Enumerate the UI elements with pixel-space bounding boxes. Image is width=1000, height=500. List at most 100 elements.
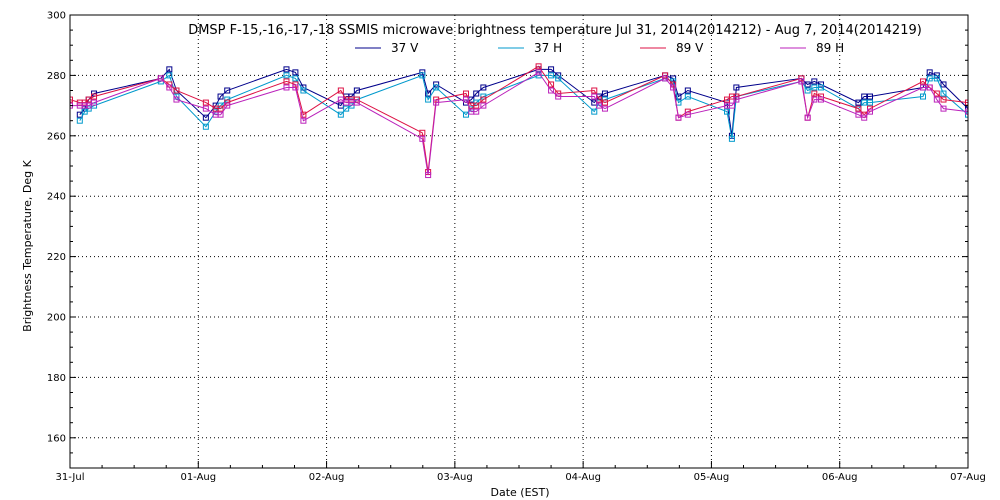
data-point	[920, 93, 927, 100]
data-point	[91, 99, 98, 106]
data-point	[283, 72, 290, 79]
data-point	[965, 105, 968, 112]
data-point	[473, 108, 480, 115]
y-tick-label: 240	[47, 192, 66, 203]
data-point	[292, 84, 299, 91]
data-point	[473, 90, 480, 97]
data-point	[548, 72, 555, 79]
series-37-v	[76, 66, 968, 139]
data-point	[728, 93, 735, 100]
data-point	[804, 87, 811, 94]
data-point	[596, 102, 603, 109]
data-point	[933, 90, 940, 97]
data-point	[548, 66, 555, 73]
data-point	[425, 96, 432, 103]
data-point	[861, 93, 868, 100]
data-point	[300, 111, 307, 118]
data-point	[337, 96, 344, 103]
data-point	[728, 102, 735, 109]
data-point	[926, 75, 933, 82]
data-point	[818, 96, 825, 103]
data-point	[337, 87, 344, 94]
legend-entry: 37 H	[534, 41, 562, 55]
x-tick-label: 06-Aug	[822, 472, 858, 483]
series-89-h	[70, 69, 968, 179]
chart-title: DMSP F-15,-16,-17,-18 SSMIS microwave br…	[188, 23, 922, 38]
data-point	[818, 84, 825, 91]
data-point	[555, 93, 562, 100]
data-point	[811, 84, 818, 91]
data-point	[419, 135, 426, 142]
data-point	[933, 96, 940, 103]
data-point	[818, 93, 825, 100]
series-37-h	[76, 72, 968, 142]
x-tick-label: 05-Aug	[694, 472, 730, 483]
data-point	[662, 75, 669, 82]
data-point	[433, 96, 440, 103]
legend: 37 V 37 H 89 V 89 H	[355, 41, 844, 55]
data-point	[292, 81, 299, 88]
data-point	[535, 63, 542, 70]
data-point	[855, 111, 862, 118]
data-point	[480, 96, 487, 103]
data-point	[353, 99, 360, 106]
data-point	[940, 96, 947, 103]
legend-entry: 89 V	[676, 41, 704, 55]
data-point	[217, 111, 224, 118]
data-point	[433, 84, 440, 91]
data-point	[217, 93, 224, 100]
data-point	[76, 111, 83, 118]
y-tick-label: 200	[47, 313, 66, 324]
y-tick-label: 160	[47, 433, 66, 444]
data-point	[811, 90, 818, 97]
data-point	[675, 93, 682, 100]
data-point	[940, 105, 947, 112]
data-point	[337, 111, 344, 118]
data-point	[300, 117, 307, 124]
data-point	[337, 102, 344, 109]
data-point	[217, 105, 224, 112]
data-point	[548, 81, 555, 88]
data-point	[433, 99, 440, 106]
data-point	[811, 78, 818, 85]
data-point	[85, 102, 92, 109]
data-point	[157, 75, 164, 82]
data-point	[867, 99, 874, 106]
data-point	[353, 96, 360, 103]
data-point	[670, 84, 677, 91]
y-tick-label: 280	[47, 71, 66, 82]
data-point	[462, 111, 469, 118]
data-point	[601, 90, 608, 97]
x-tick-label: 31-Jul	[56, 472, 85, 483]
data-point	[684, 93, 691, 100]
data-point	[798, 78, 805, 85]
data-point	[548, 87, 555, 94]
data-point	[166, 84, 173, 91]
data-point	[81, 99, 88, 106]
data-point	[965, 99, 968, 106]
y-tick-label: 180	[47, 373, 66, 384]
data-point	[940, 90, 947, 97]
data-point	[933, 75, 940, 82]
data-point	[292, 75, 299, 82]
data-point	[419, 72, 426, 79]
data-point	[462, 96, 469, 103]
data-point	[601, 105, 608, 112]
data-point	[818, 81, 825, 88]
data-point	[733, 84, 740, 91]
data-point	[300, 87, 307, 94]
data-point	[81, 108, 88, 115]
data-point	[535, 69, 542, 76]
data-point	[733, 93, 740, 100]
data-point	[804, 114, 811, 121]
data-point	[85, 96, 92, 103]
x-axis-label: Date (EST)	[490, 486, 549, 499]
data-point	[224, 102, 231, 109]
legend-entry: 37 V	[391, 41, 419, 55]
data-point	[202, 99, 209, 106]
data-point	[684, 87, 691, 94]
data-point	[555, 75, 562, 82]
data-point	[724, 108, 731, 115]
legend-entry: 89 H	[816, 41, 844, 55]
